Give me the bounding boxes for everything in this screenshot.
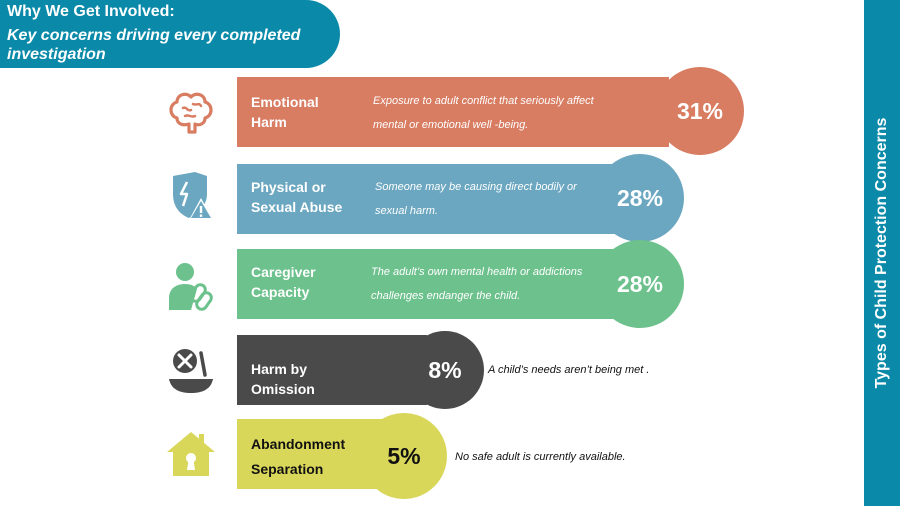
- omission-description: A child’s needs aren’t being met .: [488, 364, 650, 376]
- physical-value-bubble: 28%: [596, 154, 684, 242]
- house-lock-icon: [167, 432, 215, 476]
- caregiver-description-line: The adult’s own mental health or addicti…: [371, 266, 583, 278]
- abandonment-bar: Abandonment Separation: [237, 419, 387, 489]
- caregiver-value-label: 28%: [616, 270, 664, 297]
- side-banner: Types of Child Protection Concerns: [864, 0, 900, 506]
- emotional-description: Exposure to adult conflict that seriousl…: [373, 89, 594, 137]
- shield-warning-icon: [173, 172, 213, 220]
- emotional-description-line: mental or emotional well -being.: [373, 119, 529, 131]
- physical-description-line: sexual harm.: [375, 205, 438, 217]
- caregiver-bar: Caregiver Capacity The adult’s own mental …: [237, 249, 619, 319]
- side-title: Types of Child Protection Concerns: [873, 117, 890, 389]
- physical-description-line: Someone may be causing direct bodily or: [375, 181, 577, 193]
- caregiver-icon-box: [158, 254, 224, 318]
- caregiver-description: The adult’s own mental health or addicti…: [371, 260, 582, 308]
- physical-label: Physical or Sexual Abuse: [251, 177, 369, 217]
- emotional-icon-box: [158, 80, 224, 144]
- abandonment-label-line: Separation: [251, 461, 324, 477]
- omission-icon-box: [158, 339, 224, 403]
- emotional-value-bubble: 31%: [656, 67, 744, 155]
- physical-bar: Physical or Sexual Abuse Someone may be ca…: [237, 164, 619, 234]
- abandonment-value-label: 5%: [387, 442, 421, 469]
- brain-icon: [169, 92, 213, 134]
- header-subtitle: Key concerns driving every completed inv…: [7, 27, 301, 63]
- abandonment-label: Abandonment Separation: [251, 432, 369, 482]
- emotional-label-line: Emotional: [251, 94, 319, 110]
- caregiver-label-line: Caregiver: [251, 264, 316, 280]
- physical-label-line: Sexual Abuse: [251, 199, 343, 215]
- header-banner: Why We Get Involved: Key concerns drivin…: [0, 0, 340, 68]
- omission-value-label: 8%: [428, 356, 462, 383]
- emotional-bar: Emotional Harm Exposure to adult conflict …: [237, 77, 669, 147]
- caregiver-value-bubble: 28%: [596, 240, 684, 328]
- abandonment-icon-box: [158, 422, 224, 486]
- omission-label-line: Harm by Omission: [251, 361, 315, 397]
- abandonment-description: No safe adult is currently available.: [455, 451, 626, 463]
- person-chain-icon: [169, 263, 213, 311]
- emotional-label-line: Harm: [251, 114, 287, 130]
- physical-label-line: Physical or: [251, 179, 326, 195]
- emotional-value-label: 31%: [676, 97, 724, 124]
- physical-icon-box: [158, 164, 224, 228]
- abandonment-value-bubble: 5%: [361, 413, 447, 499]
- empty-bowl-icon: [169, 349, 213, 393]
- abandonment-label-line: Abandonment: [251, 436, 346, 452]
- omission-bar: Harm by Omission: [237, 335, 427, 405]
- omission-value-bubble: 8%: [406, 331, 484, 409]
- emotional-label: Emotional Harm: [251, 92, 369, 132]
- caregiver-label: Caregiver Capacity: [251, 262, 369, 302]
- physical-description: Someone may be causing direct bodily or s…: [375, 175, 577, 223]
- header-title: Why We Get Involved:: [7, 3, 175, 20]
- physical-value-label: 28%: [616, 184, 664, 211]
- omission-label: Harm by Omission: [251, 359, 369, 399]
- caregiver-label-line: Capacity: [251, 284, 310, 300]
- emotional-description-line: Exposure to adult conflict that seriousl…: [373, 95, 594, 107]
- concern-chart: Emotional Harm Exposure to adult conflict …: [158, 67, 744, 499]
- caregiver-description-line: challenges endanger the child.: [371, 290, 521, 302]
